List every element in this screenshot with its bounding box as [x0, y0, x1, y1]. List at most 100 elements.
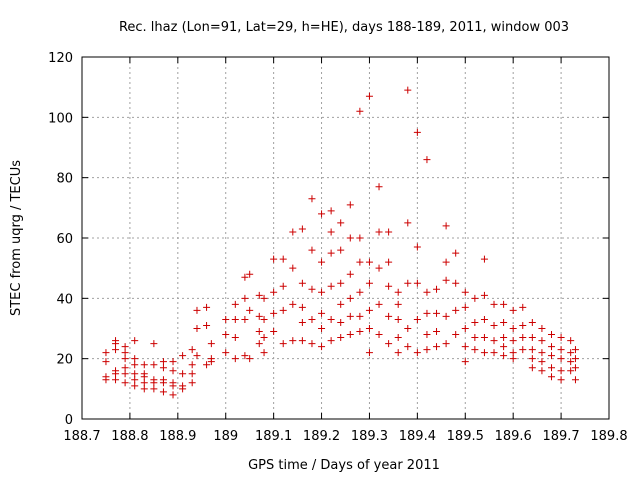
y-tick-label: 100 [48, 111, 73, 126]
data-point [231, 334, 239, 342]
data-point [356, 328, 364, 336]
data-point [150, 340, 158, 348]
data-point [279, 306, 287, 314]
data-point [471, 346, 479, 354]
data-point [571, 355, 579, 363]
data-point [385, 312, 393, 320]
data-point [519, 346, 527, 354]
data-point [528, 364, 536, 372]
x-tick-label: 189.5 [447, 429, 484, 444]
data-point [423, 288, 431, 296]
data-point [471, 318, 479, 326]
chart-title: Rec. lhaz (Lon=91, Lat=29, h=HE), days 1… [119, 20, 569, 35]
data-point [471, 294, 479, 302]
data-point [375, 300, 383, 308]
data-point [260, 349, 268, 357]
data-point [375, 331, 383, 339]
data-point [169, 391, 177, 399]
data-point [207, 340, 215, 348]
data-point [241, 273, 249, 281]
x-axis-label: GPS time / Days of year 2011 [248, 458, 440, 473]
data-point [289, 264, 297, 272]
data-point [102, 376, 110, 384]
data-point [557, 376, 565, 384]
data-point [346, 270, 354, 278]
data-point [480, 315, 488, 323]
data-point [241, 315, 249, 323]
data-point [500, 300, 508, 308]
y-tick-label: 80 [56, 172, 73, 187]
data-point [337, 300, 345, 308]
data-point [480, 334, 488, 342]
data-point [289, 337, 297, 345]
data-point [519, 303, 527, 311]
data-point [423, 156, 431, 164]
x-tick-label: 188.8 [111, 429, 148, 444]
data-point [112, 370, 120, 378]
data-point [509, 355, 517, 363]
data-point [346, 201, 354, 209]
data-point [337, 279, 345, 287]
data-point [567, 358, 575, 366]
data-point [222, 315, 230, 323]
data-point [480, 349, 488, 357]
x-tick-label: 188.9 [159, 429, 196, 444]
data-point [452, 249, 460, 257]
data-point [121, 370, 129, 378]
x-tick-label: 189.3 [351, 429, 388, 444]
data-point [356, 107, 364, 115]
data-point [222, 331, 230, 339]
data-point [375, 264, 383, 272]
data-point [298, 337, 306, 345]
data-point [423, 331, 431, 339]
data-point [131, 355, 139, 363]
y-axis: 0 20 40 60 80 100 120 [48, 51, 609, 428]
data-point [308, 315, 316, 323]
data-point [346, 234, 354, 242]
data-point [356, 258, 364, 266]
data-point [222, 349, 230, 357]
data-point [289, 300, 297, 308]
data-point [500, 343, 508, 351]
data-point [327, 315, 335, 323]
data-point [571, 346, 579, 354]
data-point [567, 367, 575, 375]
data-point [298, 279, 306, 287]
data-point [394, 300, 402, 308]
data-point [548, 352, 556, 360]
data-point [528, 334, 536, 342]
data-point [188, 370, 196, 378]
data-point [327, 207, 335, 215]
data-point [260, 294, 268, 302]
data-point [270, 328, 278, 336]
data-point [480, 255, 488, 263]
data-point [394, 334, 402, 342]
data-point [356, 234, 364, 242]
data-point [356, 288, 364, 296]
y-tick-label: 40 [56, 292, 73, 307]
data-point [433, 328, 441, 336]
data-point [490, 349, 498, 357]
data-point [548, 343, 556, 351]
data-point [241, 352, 249, 360]
data-point [318, 309, 326, 317]
data-point [318, 325, 326, 332]
data-point [270, 288, 278, 296]
data-point [169, 367, 177, 375]
data-point [179, 352, 187, 360]
data-point [404, 279, 412, 287]
data-point [528, 346, 536, 354]
data-point [318, 258, 326, 266]
data-point [571, 376, 579, 384]
data-point [337, 318, 345, 326]
data-point [188, 379, 196, 387]
y-tick-label: 0 [65, 413, 73, 428]
data-point [318, 288, 326, 296]
data-point [519, 334, 527, 342]
data-point [140, 373, 148, 381]
data-point [490, 321, 498, 329]
data-point [255, 312, 263, 320]
data-point [413, 315, 421, 323]
data-point [365, 279, 373, 287]
data-point [442, 312, 450, 320]
